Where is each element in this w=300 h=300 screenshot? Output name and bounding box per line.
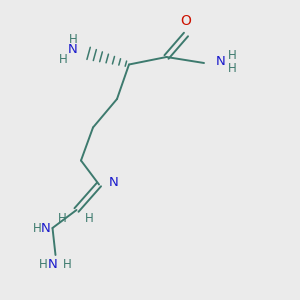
Text: H: H xyxy=(63,258,72,271)
Text: N: N xyxy=(109,176,118,190)
Text: H: H xyxy=(85,212,94,225)
Text: H: H xyxy=(228,62,237,76)
Text: H: H xyxy=(38,258,47,271)
Text: O: O xyxy=(181,14,191,28)
Text: H: H xyxy=(58,212,67,225)
Text: N: N xyxy=(48,258,57,271)
Text: H: H xyxy=(68,33,77,46)
Text: N: N xyxy=(68,43,78,56)
Text: N: N xyxy=(41,221,51,235)
Text: H: H xyxy=(32,221,41,235)
Text: N: N xyxy=(216,55,225,68)
Text: H: H xyxy=(58,52,68,66)
Text: H: H xyxy=(228,49,237,62)
